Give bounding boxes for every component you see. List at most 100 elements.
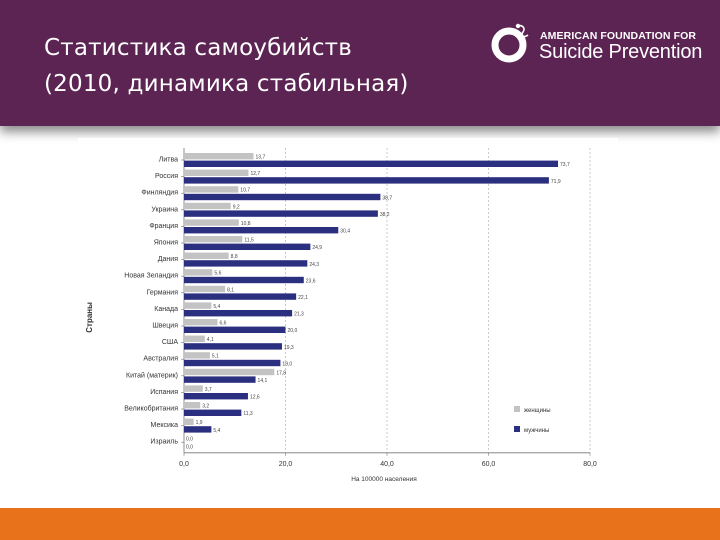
footer-bar — [0, 508, 720, 540]
title-bar: Статистика самоубийств (2010, динамика с… — [0, 0, 720, 126]
data-label-men: 24,3 — [309, 262, 319, 268]
x-axis-title: На 100000 населения — [351, 476, 417, 483]
bar-men — [184, 227, 339, 234]
data-label-women: 9,2 — [233, 204, 240, 210]
category-label: Украина — [151, 206, 178, 213]
category-label: Франция — [149, 223, 178, 230]
data-label-men: 22,1 — [298, 295, 308, 301]
category-label: США — [162, 339, 178, 346]
data-label-men: 30,4 — [340, 229, 350, 235]
category-label: Дания — [158, 256, 178, 263]
category-label: Китай (материк) — [126, 371, 178, 379]
category-label: Швеция — [152, 323, 178, 330]
data-label-women: 0,0 — [186, 437, 193, 443]
suicide-rates-chart: Литва 13,7 73,7 Россия 12,7 71,9 Финляндия 10,7… — [78, 138, 618, 486]
bar-men — [184, 260, 308, 267]
data-label-women: 8,8 — [231, 254, 238, 260]
legend-label-men: мужчины — [524, 428, 549, 434]
data-label-men: 71,9 — [551, 179, 561, 185]
bar-men — [184, 160, 559, 167]
data-label-women: 5,6 — [214, 271, 221, 277]
data-label-women: 12,7 — [250, 171, 260, 177]
legend-label-women: женщины — [524, 408, 551, 414]
data-label-women: 5,1 — [212, 354, 219, 360]
bar-men — [184, 343, 282, 350]
data-label-women: 11,5 — [244, 238, 254, 244]
x-tick-label: 0,0 — [179, 461, 189, 468]
data-label-women: 17,8 — [276, 370, 286, 376]
bar-women — [184, 186, 239, 193]
bar-men — [184, 310, 293, 317]
bar-men — [184, 359, 281, 367]
data-label-women: 8,1 — [227, 287, 234, 293]
bar-women — [184, 219, 239, 226]
bar-women — [184, 252, 229, 259]
data-label-men: 20,0 — [288, 328, 298, 334]
x-tick-label: 80,0 — [583, 461, 597, 468]
data-label-women: 10,8 — [241, 221, 251, 227]
bar-men — [184, 276, 304, 284]
category-label: Австралия — [143, 356, 178, 363]
category-label: Канада — [154, 306, 178, 313]
bar-women — [184, 202, 231, 210]
logo-line1: AMERICAN FOUNDATION FOR — [540, 30, 697, 42]
bar-men — [184, 193, 381, 201]
data-label-men: 19,0 — [282, 361, 292, 367]
slide-title: Статистика самоубийств (2010, динамика с… — [44, 30, 474, 102]
data-label-men: 11,3 — [243, 411, 253, 417]
legend-swatch-women — [514, 406, 520, 412]
data-label-women: 10,7 — [240, 188, 250, 194]
bar-women — [184, 153, 254, 160]
bar-men — [184, 326, 286, 333]
bar-men — [184, 243, 311, 250]
category-label: Израиль — [150, 439, 178, 446]
bar-men — [184, 293, 297, 300]
category-label: Испания — [150, 389, 178, 396]
bar-women — [184, 236, 243, 243]
bar-chart-svg: Литва 13,7 73,7 Россия 12,7 71,9 Финляндия 10,7… — [85, 148, 597, 483]
bar-women — [184, 269, 213, 276]
bar-men — [184, 376, 256, 383]
bar-women — [184, 368, 275, 376]
data-label-women: 1,9 — [196, 420, 203, 426]
bar-women — [184, 352, 210, 359]
data-label-men: 73,7 — [560, 162, 570, 168]
bar-women — [184, 402, 201, 409]
bar-women — [184, 319, 218, 326]
data-label-women: 3,2 — [202, 404, 209, 410]
data-label-men: 23,6 — [306, 278, 316, 284]
afsp-logo-icon — [491, 23, 529, 63]
slide-title-line2: (2010, динамика стабильная) — [44, 71, 409, 97]
bar-women — [184, 385, 203, 392]
bar-women — [184, 418, 194, 425]
y-axis-title: Страны — [85, 302, 94, 333]
slide-title-line1: Статистика самоубийств — [44, 35, 353, 61]
category-label: Финляндия — [141, 190, 178, 197]
legend-swatch-men — [514, 426, 520, 432]
category-label: Мексика — [151, 422, 179, 429]
data-label-men: 0,0 — [186, 444, 193, 450]
data-label-women: 3,7 — [205, 387, 212, 393]
data-label-men: 5,4 — [213, 428, 220, 434]
data-label-women: 13,7 — [256, 155, 266, 161]
data-label-men: 24,9 — [312, 245, 322, 251]
x-tick-label: 60,0 — [482, 461, 496, 468]
data-label-men: 21,3 — [294, 312, 304, 318]
bar-women — [184, 302, 212, 309]
logo-line2: Suicide Prevention — [539, 41, 703, 63]
bar-women — [184, 169, 249, 176]
bar-women — [184, 335, 205, 342]
data-label-men: 19,3 — [284, 345, 294, 351]
category-label: Великобритания — [124, 405, 178, 413]
data-label-women: 5,4 — [213, 304, 220, 310]
bar-men — [184, 177, 549, 184]
category-label: Новая Зеландия — [124, 273, 178, 280]
data-label-men: 12,6 — [250, 395, 260, 401]
bar-men — [184, 210, 378, 217]
x-tick-label: 20,0 — [279, 461, 293, 468]
data-label-women: 4,1 — [207, 337, 214, 343]
data-label-men: 38,2 — [380, 212, 390, 218]
bar-men — [184, 426, 212, 433]
x-tick-label: 40,0 — [380, 461, 394, 468]
bar-women — [184, 285, 226, 293]
